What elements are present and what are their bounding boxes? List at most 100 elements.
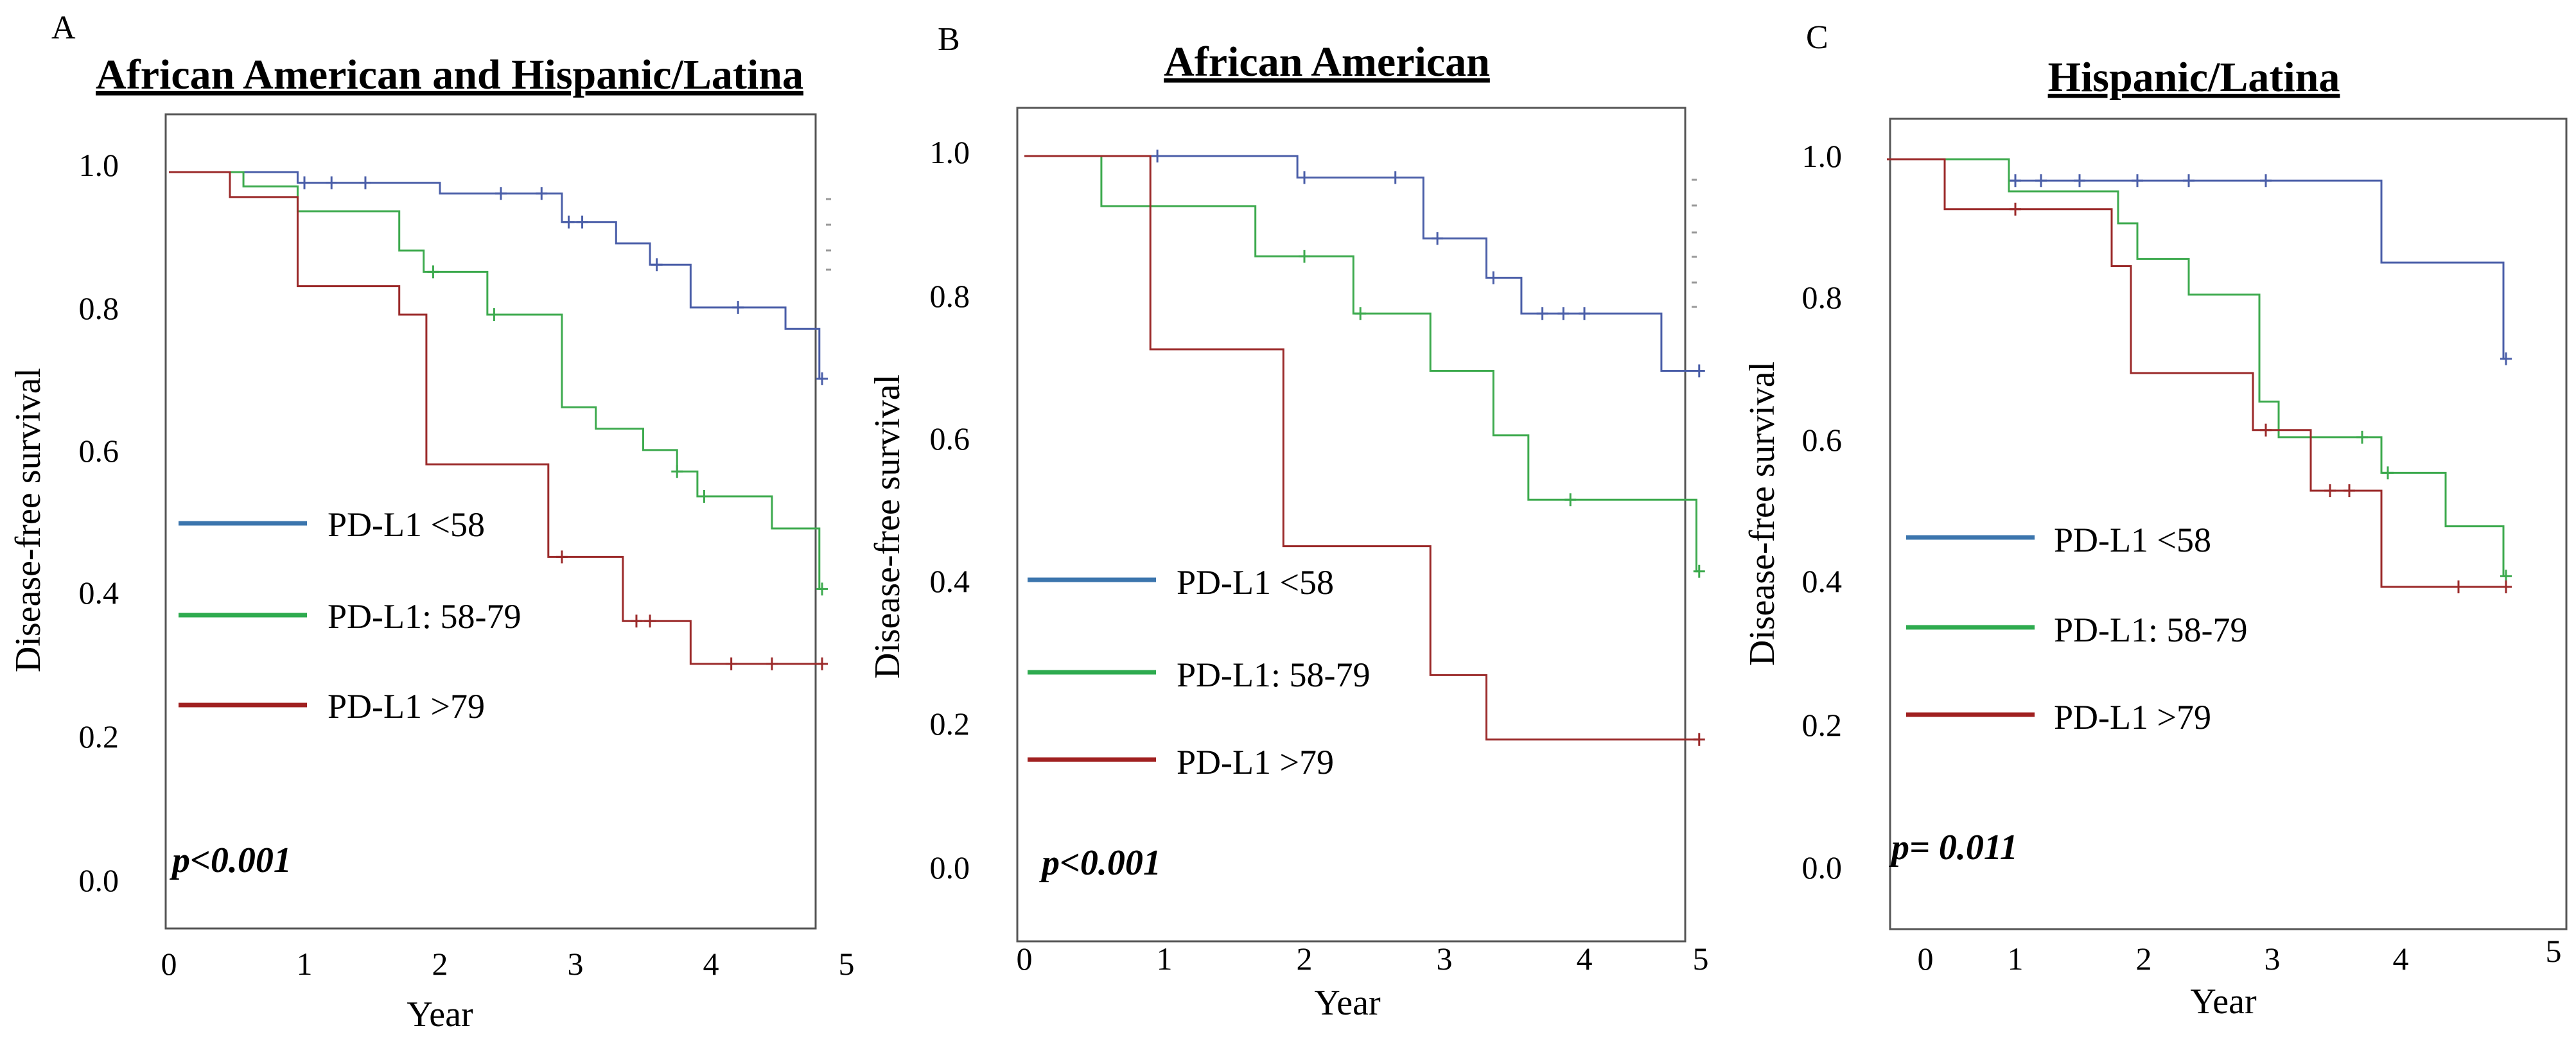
- x-tick-label: 0: [1017, 941, 1033, 977]
- y-tick-label: 1.0: [1802, 138, 1843, 174]
- dotted-marks: [826, 198, 831, 271]
- x-tick-label: 2: [1297, 941, 1313, 977]
- censor-mark: [2453, 580, 2464, 593]
- y-tick-label: 0.4: [79, 575, 119, 611]
- x-tick-label: 5: [2546, 933, 2562, 969]
- panel-title: African American: [1164, 39, 1490, 85]
- legend-entry-high: PD-L1 >79: [2054, 698, 2211, 736]
- p-value: p<0.001: [1039, 843, 1161, 883]
- panel-letter: C: [1806, 19, 1828, 56]
- censor-mark: [1693, 364, 1705, 378]
- y-axis-label: Disease-free survival: [8, 368, 48, 672]
- censor-mark: [2260, 423, 2272, 437]
- y-tick-label: 0.8: [1802, 279, 1843, 315]
- censor-mark: [427, 265, 439, 279]
- survival-curve-low: [1024, 155, 1699, 372]
- plot-frame: [1889, 118, 2568, 930]
- censor-mark: [2183, 174, 2195, 187]
- x-axis-label: Year: [407, 995, 473, 1034]
- survival-curves: [169, 171, 828, 670]
- legend-entry-low: PD-L1 <58: [328, 505, 485, 544]
- panel-c: C Hispanic/Latina Disease-free survival …: [1742, 19, 2568, 1022]
- y-tick-label: 0.6: [930, 421, 970, 457]
- survival-curve-low: [1887, 158, 2506, 360]
- censor-mark: [1432, 232, 1444, 245]
- y-axis-label: Disease-free survival: [868, 374, 907, 679]
- y-tick-label: 0.2: [79, 719, 119, 754]
- legend-entry-mid: PD-L1: 58-79: [2054, 611, 2247, 649]
- x-tick-label: 2: [2136, 941, 2152, 977]
- censor-mark: [671, 465, 683, 478]
- censor-mark: [1693, 564, 1705, 578]
- legend: PD-L1 <58 PD-L1: 58-79 PD-L1 >79: [1028, 563, 1370, 781]
- y-tick-label: 0.6: [79, 433, 119, 469]
- censor-mark: [1354, 307, 1367, 320]
- y-tick-label: 0.0: [930, 850, 970, 885]
- panel-title: Hispanic/Latina: [2048, 54, 2340, 101]
- y-tick-label: 0.8: [930, 278, 970, 314]
- censor-mark: [2035, 174, 2047, 187]
- legend-entry-low: PD-L1 <58: [2054, 521, 2211, 559]
- x-tick-label: 1: [297, 946, 313, 982]
- x-tick-label: 0: [161, 946, 177, 982]
- x-tick-label: 2: [432, 946, 448, 982]
- censor-mark: [2074, 174, 2085, 187]
- survival-curve-low: [169, 171, 823, 380]
- censor-mark: [1693, 733, 1705, 746]
- x-tick-label: 3: [568, 946, 584, 982]
- censor-mark: [563, 215, 575, 229]
- legend-entry-mid: PD-L1: 58-79: [1177, 656, 1370, 694]
- y-axis-label: Disease-free survival: [1742, 362, 1782, 666]
- p-value: p<0.001: [170, 841, 292, 880]
- y-tick-label: 1.0: [930, 134, 970, 170]
- y-tick-label: 0.4: [1802, 563, 1843, 599]
- x-tick-labels: 0 1 2 3 4 5: [1017, 941, 1709, 977]
- x-tick-label: 1: [1157, 941, 1173, 977]
- y-tick-label: 0.6: [1802, 422, 1843, 458]
- y-tick-label: 0.0: [79, 862, 119, 898]
- y-tick-label: 1.0: [79, 147, 119, 183]
- survival-curves: [1024, 150, 1705, 746]
- survival-curve-high: [1887, 158, 2506, 588]
- panel-b: B African American Disease-free survival…: [868, 21, 1709, 1023]
- survival-curve-high: [169, 171, 823, 665]
- censor-mark: [1564, 493, 1577, 507]
- x-axis-label: Year: [1314, 983, 1381, 1023]
- censor-mark: [1299, 250, 1310, 263]
- x-tick-label: 3: [2265, 941, 2281, 977]
- censor-mark: [732, 301, 744, 314]
- censor-mark: [2344, 484, 2355, 498]
- legend: PD-L1 <58 PD-L1: 58-79 PD-L1 >79: [1906, 521, 2247, 736]
- p-value: p= 0.011: [1889, 828, 2018, 867]
- censor-mark: [359, 176, 371, 189]
- y-tick-labels: 0.0 0.2 0.4 0.6 0.8 1.0: [930, 134, 970, 885]
- survival-curve-mid: [1024, 155, 1699, 573]
- censor-mark: [495, 187, 507, 200]
- y-tick-label: 0.8: [79, 290, 119, 326]
- censor-mark: [1579, 307, 1590, 320]
- censor-mark: [1536, 307, 1548, 320]
- dotted-marks: [1692, 179, 1697, 308]
- censor-mark: [1487, 271, 1500, 284]
- censor-mark: [644, 614, 656, 628]
- censor-mark: [326, 176, 338, 189]
- plot-frame: [164, 113, 817, 930]
- panel-a: A African American and Hispanic/Latina D…: [8, 10, 855, 1034]
- panel-letter: A: [51, 10, 76, 46]
- censor-mark: [816, 582, 828, 596]
- censor-mark: [2132, 174, 2143, 187]
- legend-entry-high: PD-L1 >79: [1177, 743, 1334, 781]
- censor-mark: [2382, 466, 2394, 480]
- censor-mark: [2324, 484, 2336, 498]
- survival-curves: [1887, 158, 2512, 593]
- survival-curve-high: [1024, 155, 1699, 741]
- censor-mark: [488, 308, 500, 321]
- legend-entry-low: PD-L1 <58: [1177, 563, 1334, 602]
- censor-mark: [2500, 352, 2512, 365]
- censor-mark: [1152, 150, 1164, 162]
- panel-title: African American and Hispanic/Latina: [96, 51, 803, 98]
- survival-curve-mid: [1887, 158, 2506, 577]
- censor-mark: [651, 258, 663, 272]
- censor-mark: [556, 550, 568, 564]
- censor-mark: [2010, 202, 2021, 216]
